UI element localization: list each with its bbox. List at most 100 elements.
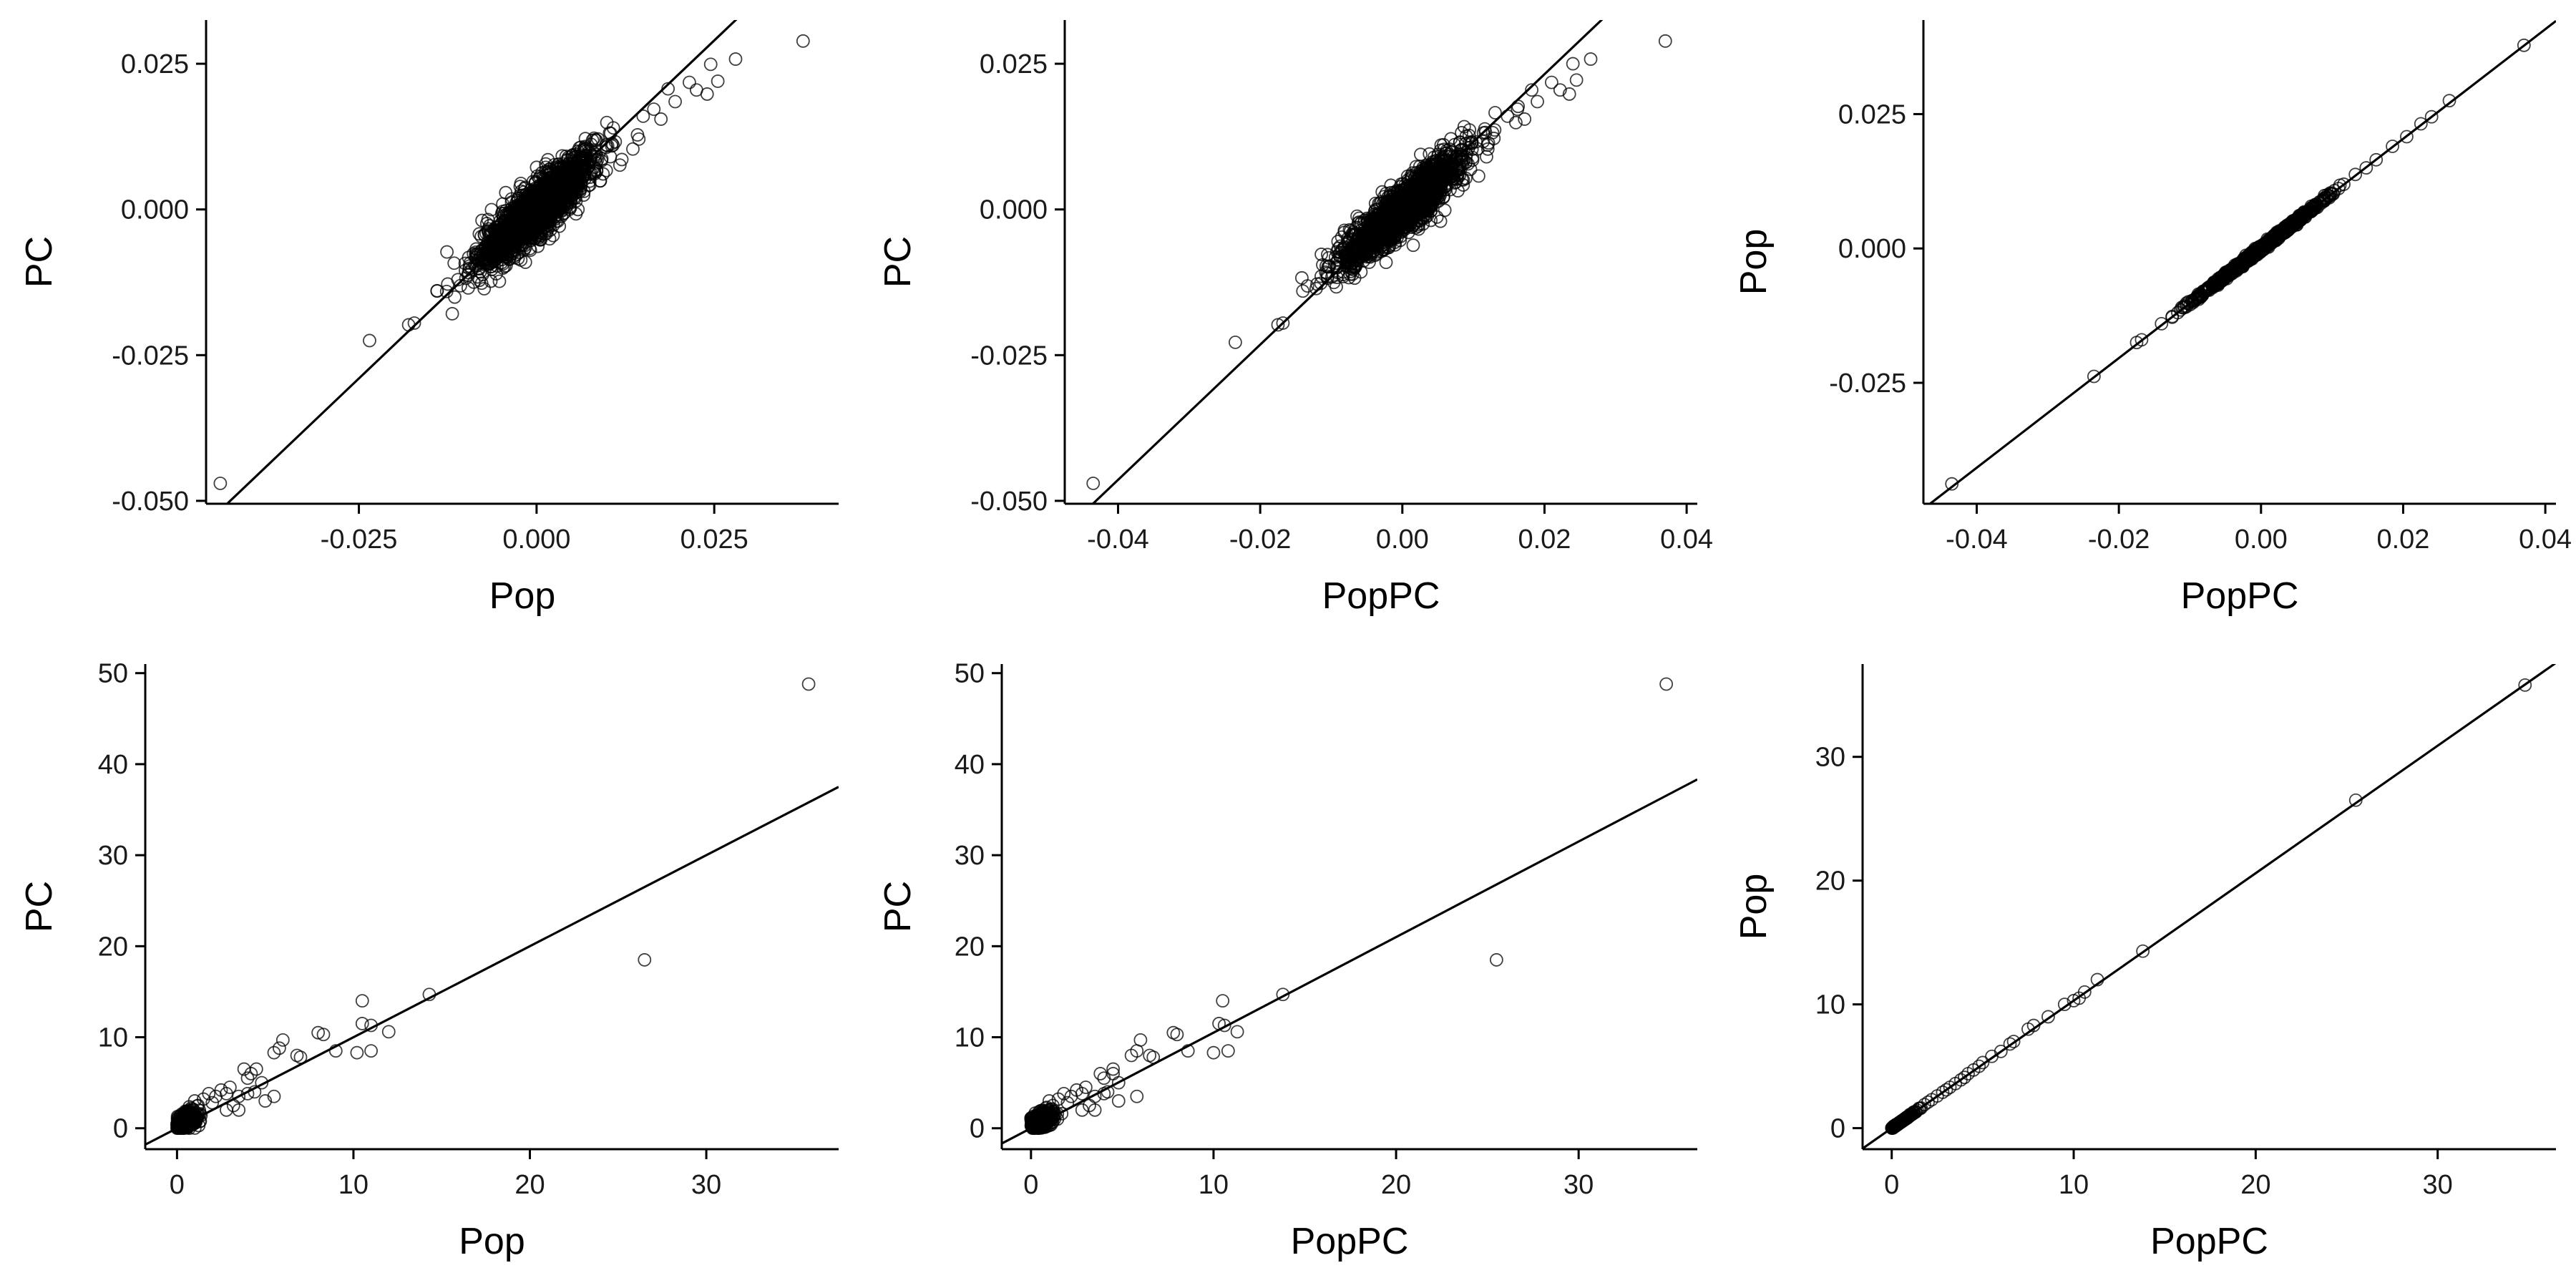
data-point xyxy=(484,203,499,217)
data-point xyxy=(461,280,475,295)
data-point xyxy=(1414,147,1428,162)
data-point xyxy=(796,34,810,48)
panel-2: -0.04 -0.02 0.00 0.02 0.04-0.050-0.0250.0000… xyxy=(877,20,1713,617)
plot-area xyxy=(1928,20,2556,504)
data-point xyxy=(528,181,542,195)
y-axis-title: PC xyxy=(19,236,60,288)
data-point xyxy=(1456,172,1470,187)
plot-area xyxy=(213,20,810,504)
data-point xyxy=(1360,225,1374,240)
data-point xyxy=(514,253,528,267)
data-point xyxy=(1424,204,1438,218)
data-point xyxy=(1354,243,1368,257)
data-point xyxy=(1457,119,1471,134)
panel-1: -0.025 0.000 0.025-0.050-0.0250.0000.025Po… xyxy=(19,20,839,617)
data-point xyxy=(546,228,560,243)
data-point xyxy=(363,333,376,348)
x-tick-label: 0.000 xyxy=(502,525,570,555)
data-point xyxy=(439,284,454,298)
data-point xyxy=(1544,75,1558,89)
plot-area xyxy=(1086,20,1672,504)
data-point xyxy=(584,152,597,166)
data-point xyxy=(1386,201,1400,215)
data-point xyxy=(1478,125,1493,140)
trend-line xyxy=(1091,20,1604,504)
data-point xyxy=(1086,477,1101,490)
data-point xyxy=(2348,167,2363,182)
data-point xyxy=(600,115,614,130)
data-point xyxy=(462,250,476,265)
data-point xyxy=(1377,195,1392,209)
data-point xyxy=(1465,135,1479,149)
data-point xyxy=(541,192,555,206)
data-point xyxy=(514,239,529,253)
data-point xyxy=(573,150,587,163)
data-point xyxy=(511,232,525,245)
trend-line xyxy=(225,20,738,504)
data-point xyxy=(1481,136,1496,150)
data-point xyxy=(1228,335,1242,349)
data-point xyxy=(509,202,522,216)
x-tick-label: 0.02 xyxy=(1518,525,1571,555)
y-tick-label: 0.025 xyxy=(980,49,1048,79)
y-tick-label: 0.025 xyxy=(121,49,189,79)
data-point xyxy=(626,142,640,156)
x-tick-label: 0.025 xyxy=(680,525,748,555)
data-point xyxy=(615,152,629,167)
x-axis-title: Pop xyxy=(489,575,556,617)
data-point xyxy=(499,185,513,200)
y-tick-label: 0.000 xyxy=(980,195,1048,225)
data-point xyxy=(683,75,696,89)
data-point xyxy=(1459,155,1473,170)
data-point xyxy=(559,177,573,191)
data-point xyxy=(1480,142,1495,156)
data-point xyxy=(567,180,582,194)
data-point xyxy=(574,140,588,154)
data-point xyxy=(522,241,537,255)
data-point xyxy=(569,207,583,221)
y-axis-title: PC xyxy=(877,236,919,288)
data-point xyxy=(1370,203,1385,216)
data-point xyxy=(1463,162,1478,176)
data-point xyxy=(454,278,467,293)
data-point xyxy=(1451,184,1465,197)
data-point xyxy=(596,167,610,181)
data-point xyxy=(1335,243,1349,258)
data-point xyxy=(1433,143,1448,157)
panel-3: -0.04 -0.02 0.00 0.02 0.04-0.0250.0000.025Po… xyxy=(1733,20,2572,617)
data-point xyxy=(407,316,421,330)
data-point xyxy=(1411,172,1425,186)
data-point xyxy=(1384,178,1398,192)
data-point xyxy=(613,158,627,172)
data-point xyxy=(1342,246,1355,260)
x-tick-label: -0.025 xyxy=(321,525,398,555)
data-point xyxy=(550,203,565,217)
data-point xyxy=(1476,135,1491,149)
data-point xyxy=(1380,205,1393,220)
data-point xyxy=(1379,255,1393,270)
data-point xyxy=(588,132,602,147)
x-tick-label: 0.04 xyxy=(1660,525,1713,555)
data-point xyxy=(1423,164,1438,177)
y-tick-label: -0.050 xyxy=(970,487,1048,517)
data-point xyxy=(532,221,546,235)
data-point xyxy=(1369,211,1383,225)
data-point xyxy=(587,131,601,145)
data-point xyxy=(630,128,645,142)
data-point xyxy=(492,274,507,288)
data-point xyxy=(1296,284,1310,298)
data-point xyxy=(213,477,228,490)
y-tick-label: -0.025 xyxy=(112,341,189,371)
data-point xyxy=(542,170,557,185)
data-point xyxy=(1584,52,1598,66)
data-point xyxy=(1371,234,1385,248)
data-point xyxy=(1455,142,1469,157)
data-point xyxy=(647,102,661,117)
data-point xyxy=(711,74,725,88)
data-point xyxy=(1388,212,1402,225)
data-point xyxy=(1566,57,1580,71)
data-point xyxy=(514,202,529,215)
data-point xyxy=(1434,157,1448,172)
data-point xyxy=(703,57,718,72)
